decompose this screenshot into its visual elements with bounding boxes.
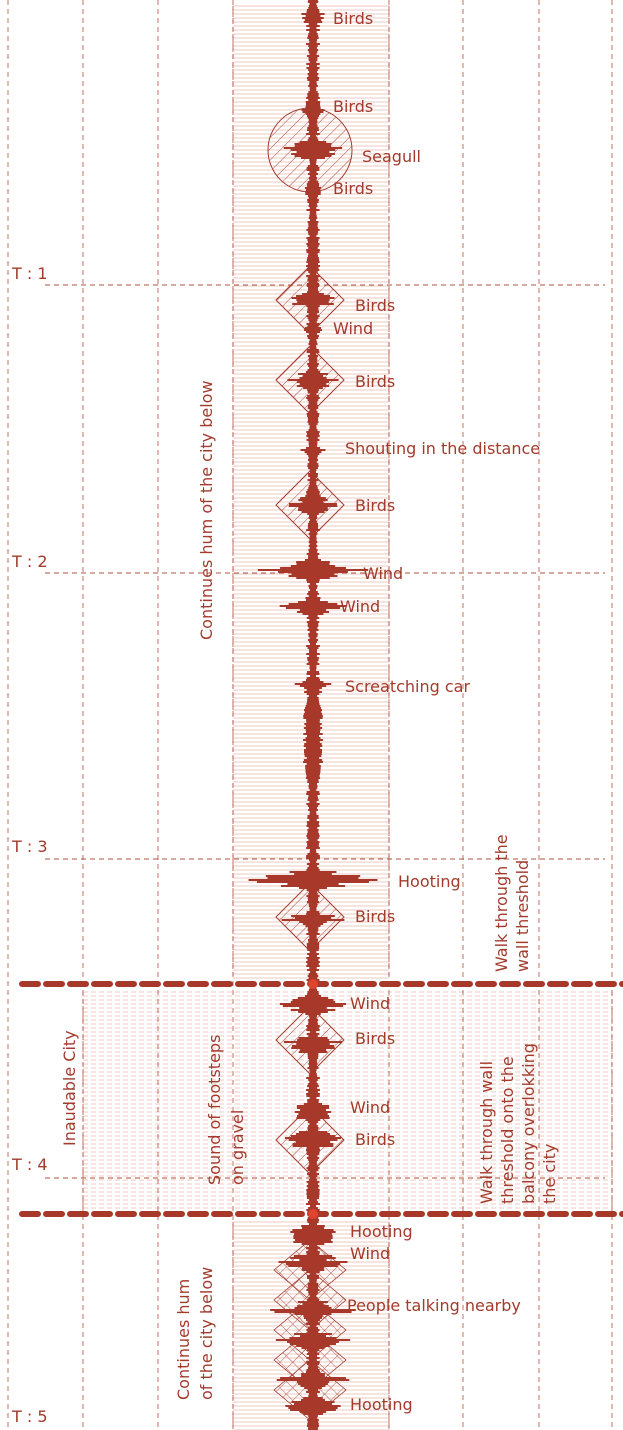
wall-threshold-lines bbox=[19, 979, 623, 1219]
people-talking-crosshatch-shape bbox=[273, 1359, 347, 1421]
time-label-5: T : 5 bbox=[11, 1407, 48, 1426]
event-label: Birds bbox=[355, 296, 395, 315]
event-label: Wind bbox=[350, 1098, 390, 1117]
balcony-annotation-line2: threshold onto the bbox=[498, 1056, 517, 1204]
event-label: Birds bbox=[355, 907, 395, 926]
event-label: Wind bbox=[350, 994, 390, 1013]
birds-diamond-shape bbox=[275, 882, 345, 952]
time-label-2: T : 2 bbox=[11, 552, 48, 571]
event-label: Wind bbox=[350, 1244, 390, 1263]
event-shapes bbox=[267, 107, 353, 1421]
event-label: Birds bbox=[333, 179, 373, 198]
vertical-guides bbox=[7, 0, 613, 1430]
birds-diamond-shape bbox=[275, 265, 345, 335]
wall-threshold-annotation-line1: Walk through the bbox=[492, 834, 511, 972]
event-label: Birds bbox=[333, 97, 373, 116]
event-label: Hooting bbox=[398, 872, 461, 891]
time-label-1: T : 1 bbox=[11, 264, 48, 283]
footsteps-annotation-line1: Sound of footsteps bbox=[205, 1035, 224, 1185]
event-label: Wind bbox=[340, 597, 380, 616]
balcony-annotation-line4: the city bbox=[540, 1144, 559, 1204]
event-label: Birds bbox=[355, 496, 395, 515]
city-hum-annotation-bottom-line2: of the city below bbox=[197, 1267, 216, 1400]
event-label: Shouting in the distance bbox=[345, 439, 540, 458]
city-hum-annotation-top: Continues hum of the city below bbox=[197, 380, 216, 640]
vertical-annotations: Continues hum of the city below Continue… bbox=[60, 380, 559, 1400]
threshold-marker-upper bbox=[308, 979, 318, 989]
time-labels: T : 1 T : 2 T : 3 T : 4 T : 5 bbox=[11, 264, 48, 1426]
birds-diamond-shape bbox=[275, 1005, 345, 1075]
event-label: Birds bbox=[355, 1130, 395, 1149]
footsteps-annotation-line2: on gravel bbox=[228, 1110, 247, 1185]
event-label: Wind bbox=[363, 564, 403, 583]
event-label: People talking nearby bbox=[347, 1296, 521, 1315]
event-label: Hooting bbox=[350, 1222, 413, 1241]
event-label: Birds bbox=[355, 1029, 395, 1048]
wall-threshold-annotation-line2: wall threshold bbox=[513, 860, 532, 972]
seagull-circle-shape bbox=[267, 107, 353, 193]
event-label: Hooting bbox=[350, 1395, 413, 1414]
event-label: Birds bbox=[333, 9, 373, 28]
balcony-annotation-line3: balcony overlokking bbox=[519, 1043, 538, 1204]
inaudable-city-annotation: Inaudable City bbox=[60, 1030, 79, 1146]
balcony-annotation-line1: Walk through wall bbox=[477, 1061, 496, 1204]
birds-diamond-shape bbox=[275, 1105, 345, 1175]
birds-diamond-shape bbox=[275, 345, 345, 415]
event-label: Seagull bbox=[362, 147, 421, 166]
event-label: Wind bbox=[333, 319, 373, 338]
city-hum-annotation-bottom-line1: Continues hum bbox=[174, 1279, 193, 1400]
event-label: Birds bbox=[355, 372, 395, 391]
time-label-4: T : 4 bbox=[11, 1155, 48, 1174]
threshold-marker-lower bbox=[308, 1209, 318, 1219]
event-label: Screatching car bbox=[345, 677, 470, 696]
time-label-3: T : 3 bbox=[11, 837, 48, 856]
birds-diamond-shape bbox=[275, 470, 345, 540]
sound-event-labels: Birds Birds Seagull Birds Birds Wind Bir… bbox=[333, 9, 540, 1414]
